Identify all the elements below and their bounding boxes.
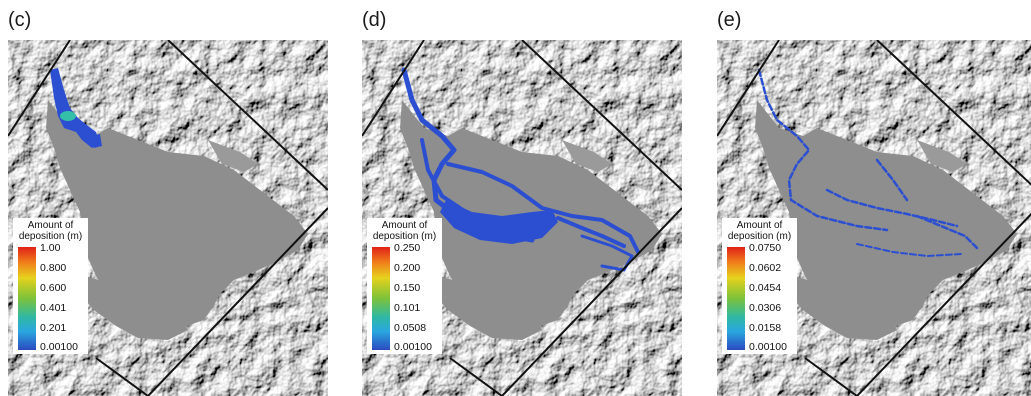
legend-title: Amount of deposition (m) (18, 220, 83, 242)
legend-tick: 0.00100 (749, 341, 787, 353)
deposition-area (50, 68, 100, 148)
panel-label: (d) (362, 9, 387, 31)
panel-label: (c) (8, 9, 32, 31)
deposition-area (757, 68, 981, 258)
legend-tick: 0.00100 (394, 341, 432, 353)
legend-tick: 0.0306 (749, 302, 782, 314)
legend-tick: 0.401 (40, 302, 67, 314)
legend: Amount of deposition (m) 0.250 0.200 0.1… (367, 218, 442, 354)
panel-label: (e) (717, 9, 742, 31)
legend-tick: 0.0750 (749, 242, 782, 254)
deposition-peak (60, 111, 76, 121)
legend-tick: 0.600 (40, 282, 67, 294)
legend-tick: 0.800 (40, 262, 67, 274)
legend-tick: 1.00 (40, 242, 61, 254)
deposition-spot (92, 134, 102, 148)
legend-tick: 0.0158 (749, 322, 782, 334)
hillshade-map (362, 40, 682, 396)
color-scale-bar (727, 247, 745, 350)
panel-d: (d) Amount of deposition (m) 0.250 0.200… (362, 0, 682, 396)
legend-tick: 0.200 (394, 262, 421, 274)
color-scale-bar (18, 247, 36, 350)
legend: Amount of deposition (m) 0.0750 0.0602 0… (722, 218, 797, 354)
legend-tick: 0.101 (394, 302, 421, 314)
legend-tick: 0.201 (40, 322, 67, 334)
legend-tick: 0.150 (394, 282, 421, 294)
color-scale-bar (372, 247, 390, 350)
panel-e: (e) Amount of deposition (m) 0.0750 0.06… (717, 0, 1031, 396)
legend-tick: 0.250 (394, 242, 421, 254)
legend-title: Amount of deposition (m) (372, 220, 437, 242)
hillshade-map (717, 40, 1031, 396)
hillshade-map (8, 40, 328, 396)
legend-tick: 0.0454 (749, 282, 782, 294)
panel-c: (c) Amount of deposition (m) 1.00 0.800 … (8, 0, 328, 396)
legend-title: Amount of deposition (m) (727, 220, 792, 242)
legend-tick: 0.00100 (40, 341, 78, 353)
legend-tick: 0.0508 (394, 322, 427, 334)
deposition-core (440, 200, 558, 244)
legend-tick: 0.0602 (749, 262, 782, 274)
legend: Amount of deposition (m) 1.00 0.800 0.60… (13, 218, 88, 354)
